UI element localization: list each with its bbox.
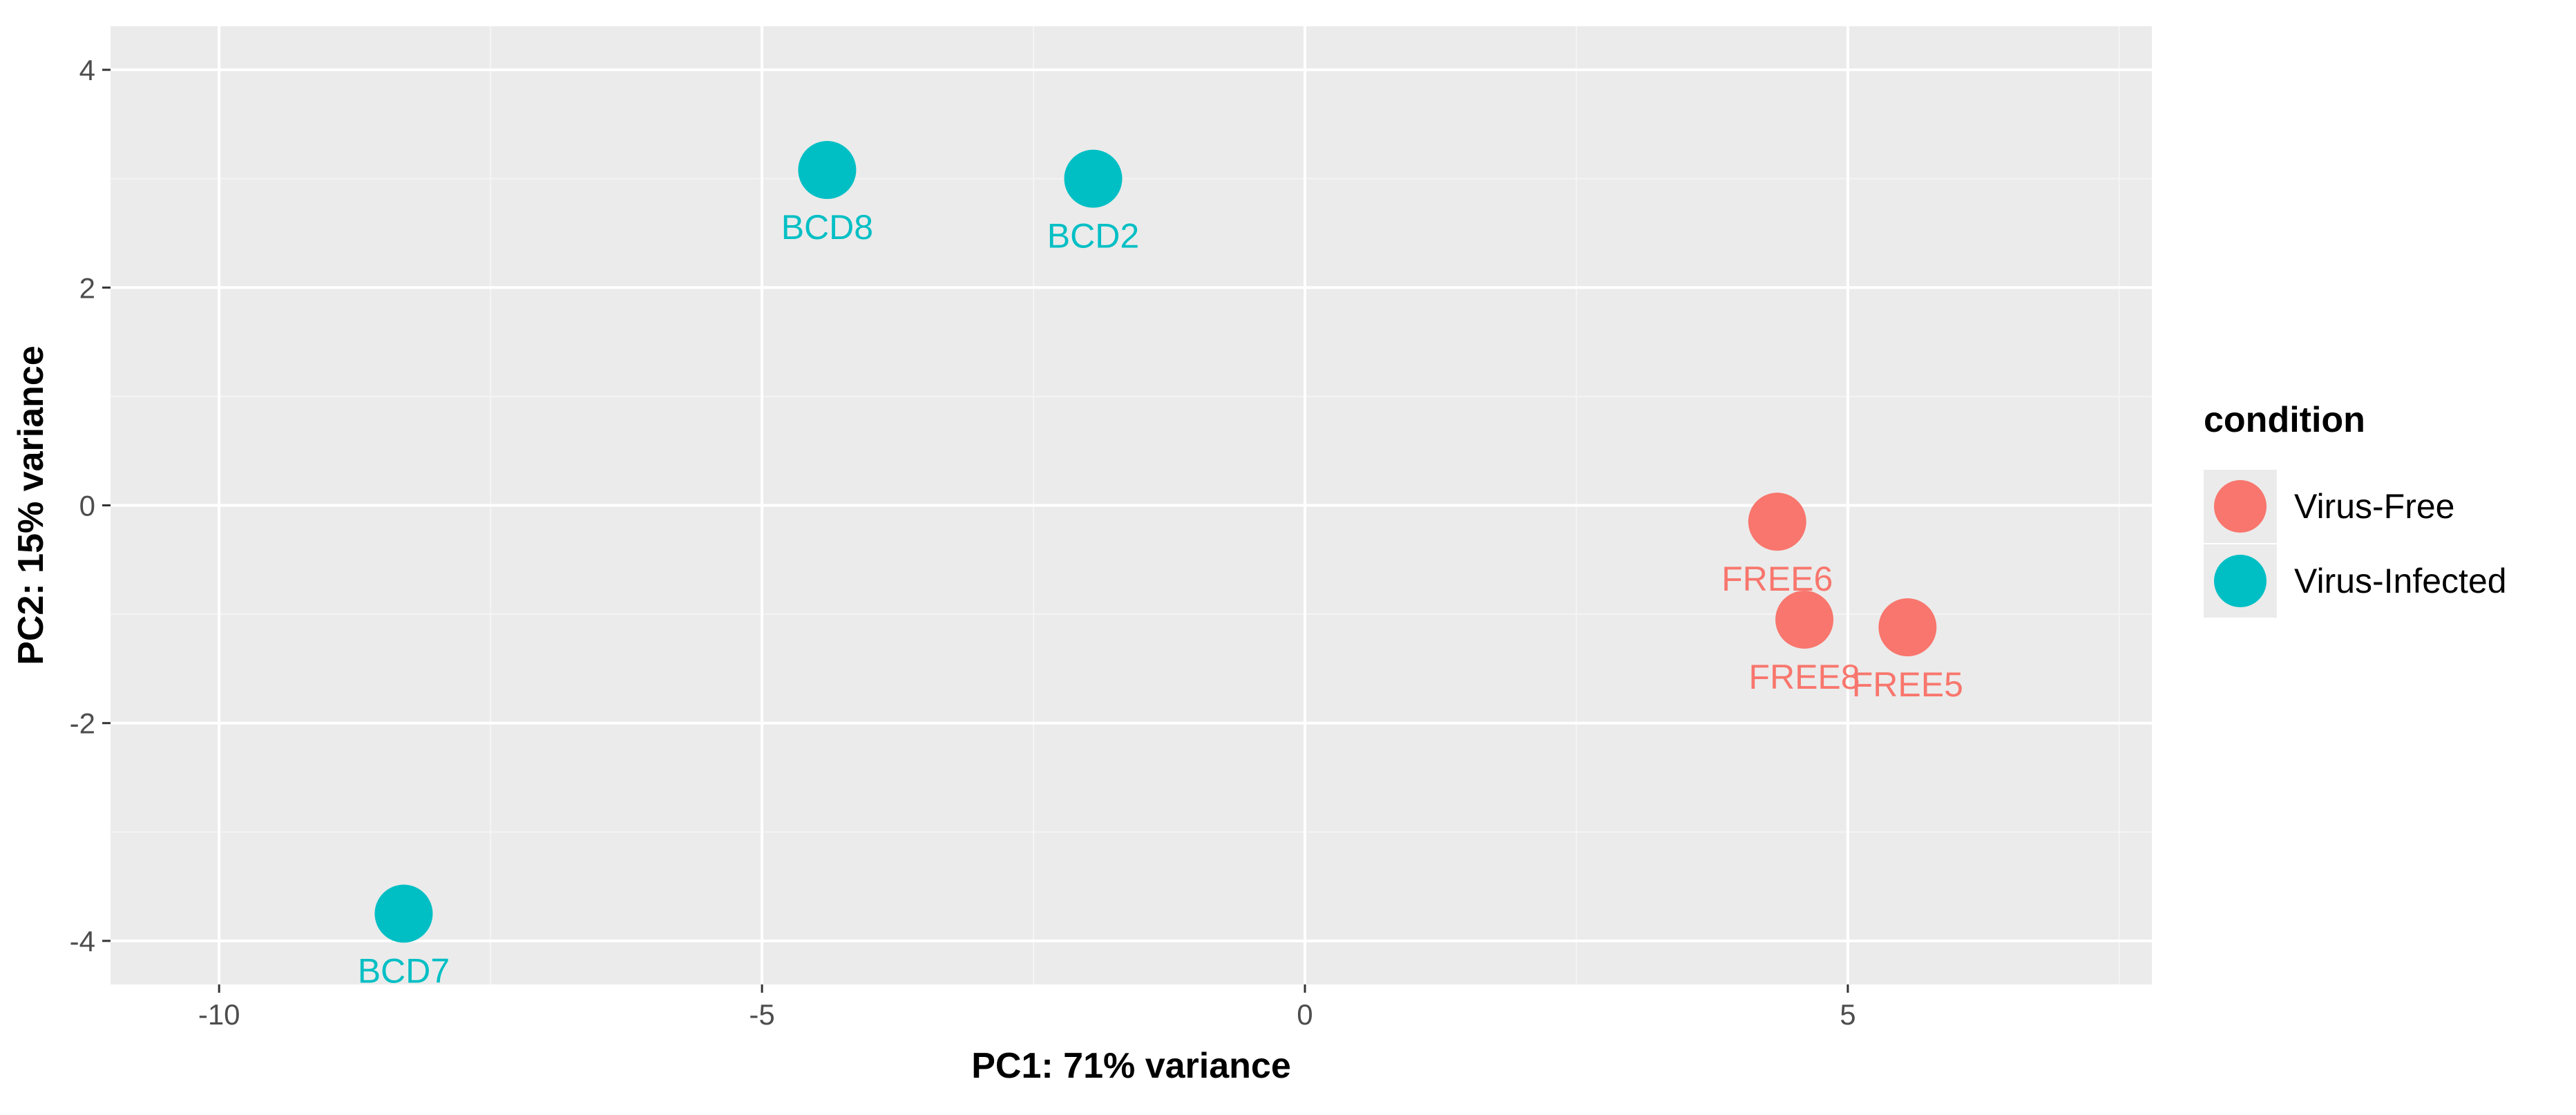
y-axis-title: PC2: 15% variance bbox=[11, 345, 51, 665]
point-label-free6: FREE6 bbox=[1721, 560, 1833, 598]
point-label-free5: FREE5 bbox=[1852, 665, 1963, 704]
data-point-bcd7 bbox=[374, 884, 433, 943]
point-label-bcd2: BCD2 bbox=[1047, 217, 1139, 256]
x-tick-label: 5 bbox=[1840, 998, 1855, 1031]
data-point-free8 bbox=[1775, 590, 1834, 649]
y-tick-label: -2 bbox=[70, 707, 95, 740]
legend-title: condition bbox=[2204, 400, 2365, 440]
x-axis-title: PC1: 71% variance bbox=[971, 1046, 1291, 1086]
data-point-bcd2 bbox=[1064, 149, 1123, 208]
legend-swatch-virus-free bbox=[2214, 480, 2267, 533]
data-points bbox=[374, 141, 1937, 943]
data-point-free6 bbox=[1748, 493, 1806, 551]
y-tick-label: 2 bbox=[79, 271, 95, 304]
x-tick-label: -5 bbox=[749, 998, 774, 1031]
point-label-bcd7: BCD7 bbox=[358, 952, 450, 991]
y-tick-label: -4 bbox=[70, 925, 95, 957]
axis-ticks: -10 -5 0 5 -4 -2 0 2 4 bbox=[70, 54, 1856, 1031]
legend-swatch-virus-infected bbox=[2214, 555, 2267, 607]
y-tick-label: 4 bbox=[79, 54, 95, 86]
data-point-bcd8 bbox=[798, 141, 857, 200]
y-tick-label: 0 bbox=[79, 490, 95, 522]
legend: condition Virus-Free Virus-Infected bbox=[2204, 400, 2507, 618]
point-label-bcd8: BCD8 bbox=[781, 208, 873, 247]
x-tick-label: 0 bbox=[1297, 998, 1313, 1031]
legend-label-virus-free: Virus-Free bbox=[2294, 487, 2454, 526]
data-point-free5 bbox=[1878, 598, 1937, 657]
x-tick-label: -10 bbox=[198, 998, 240, 1031]
point-label-free8: FREE8 bbox=[1748, 658, 1860, 696]
gridlines bbox=[111, 26, 2152, 984]
legend-label-virus-infected: Virus-Infected bbox=[2294, 562, 2507, 600]
